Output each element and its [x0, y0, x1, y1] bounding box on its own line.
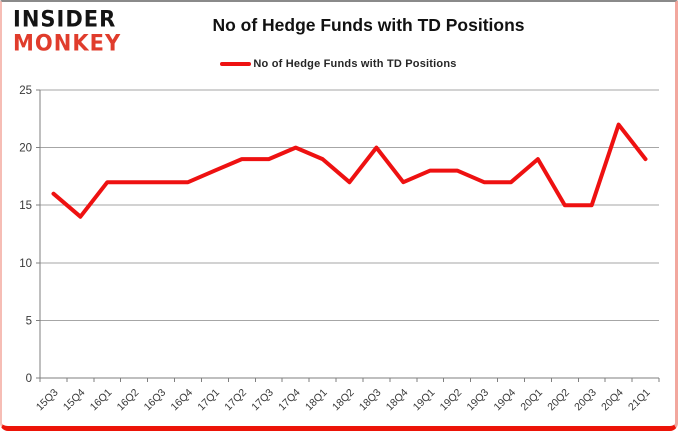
svg-text:19Q1: 19Q1 [411, 387, 438, 414]
svg-text:20Q4: 20Q4 [599, 387, 626, 414]
logo-monkey-text: MONKEY [13, 30, 122, 56]
svg-text:15Q3: 15Q3 [34, 387, 61, 414]
svg-text:20Q3: 20Q3 [572, 387, 599, 414]
svg-text:17Q3: 17Q3 [249, 387, 276, 414]
svg-text:0: 0 [26, 373, 32, 385]
svg-text:18Q2: 18Q2 [330, 387, 357, 414]
logo-insider-text: INSIDER [13, 6, 117, 32]
svg-text:15Q4: 15Q4 [61, 387, 88, 414]
svg-text:15: 15 [19, 200, 32, 212]
svg-text:19Q3: 19Q3 [465, 387, 492, 414]
legend-line-swatch [220, 62, 252, 66]
svg-text:16Q2: 16Q2 [115, 387, 142, 414]
svg-text:18Q1: 18Q1 [303, 387, 330, 414]
svg-text:25: 25 [19, 85, 32, 97]
svg-text:18Q3: 18Q3 [357, 387, 384, 414]
chart-title: No of Hedge Funds with TD Positions [212, 15, 525, 35]
svg-text:17Q1: 17Q1 [195, 387, 222, 414]
svg-text:21Q1: 21Q1 [626, 387, 653, 414]
svg-text:10: 10 [19, 258, 32, 270]
svg-text:16Q1: 16Q1 [88, 387, 115, 414]
svg-text:20: 20 [19, 143, 32, 155]
chart-legend: No of Hedge Funds with TD Positions [2, 58, 675, 70]
svg-text:17Q2: 17Q2 [222, 387, 249, 414]
svg-text:17Q4: 17Q4 [276, 387, 303, 414]
svg-text:19Q4: 19Q4 [491, 387, 518, 414]
insider-monkey-logo: INSIDER MONKEY [13, 6, 122, 56]
svg-text:16Q3: 16Q3 [142, 387, 169, 414]
svg-text:20Q2: 20Q2 [545, 387, 572, 414]
svg-text:20Q1: 20Q1 [518, 387, 545, 414]
svg-text:5: 5 [26, 315, 32, 327]
svg-text:19Q2: 19Q2 [438, 387, 465, 414]
svg-text:16Q4: 16Q4 [168, 387, 195, 414]
legend-label: No of Hedge Funds with TD Positions [253, 58, 457, 70]
svg-text:18Q4: 18Q4 [384, 387, 411, 414]
